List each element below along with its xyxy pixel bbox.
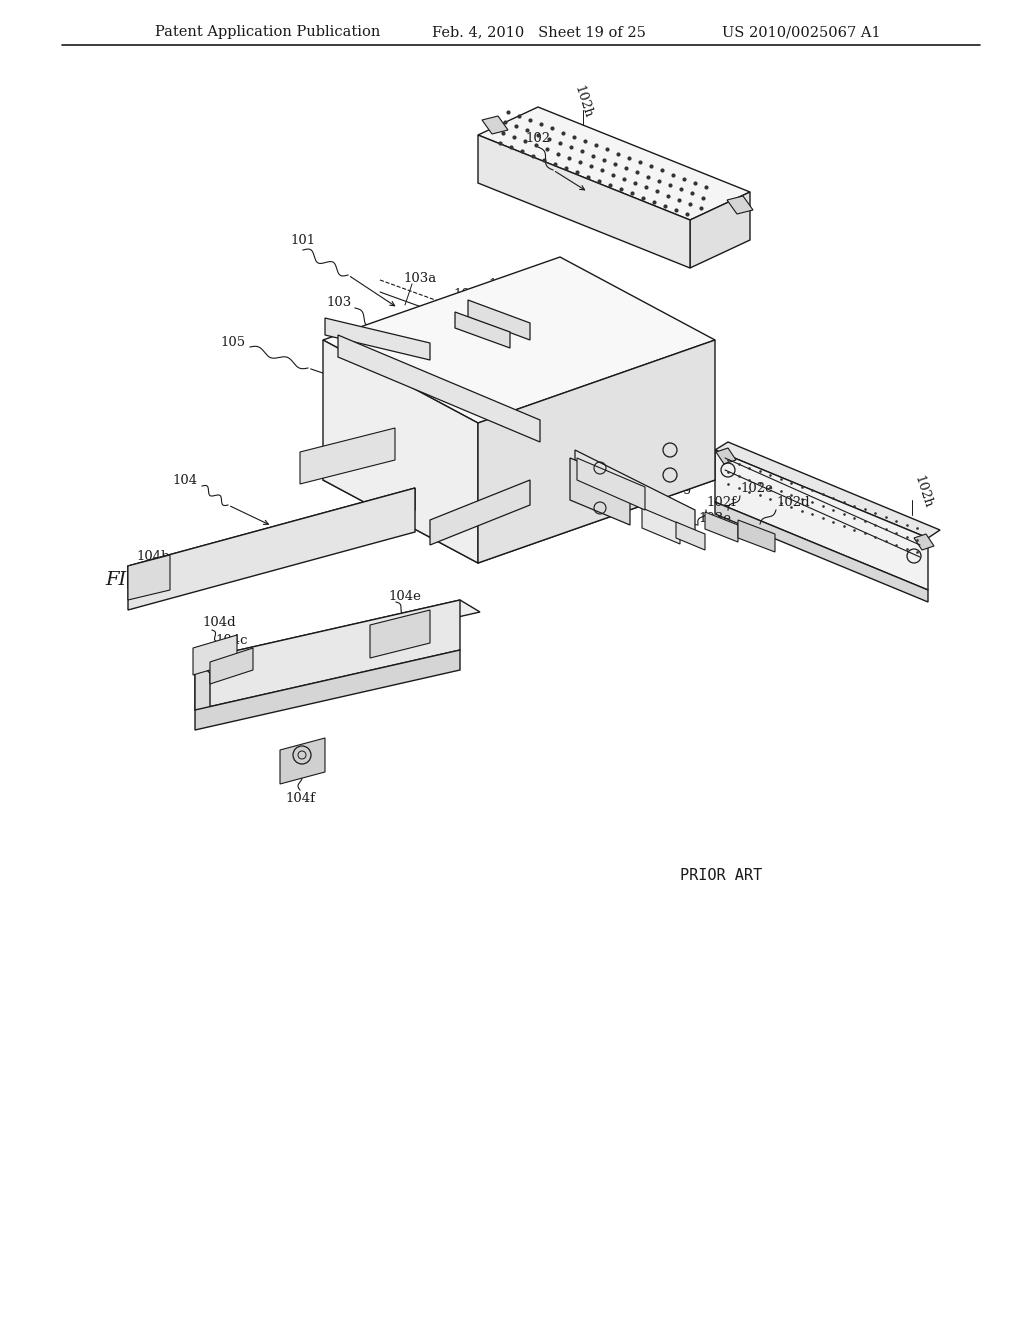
Polygon shape [715, 450, 928, 590]
Text: 103a: 103a [403, 272, 436, 285]
Polygon shape [715, 442, 940, 539]
Text: 102f: 102f [706, 495, 736, 508]
Polygon shape [715, 502, 928, 602]
Polygon shape [468, 300, 530, 341]
Polygon shape [195, 649, 460, 730]
Text: 104b: 104b [136, 549, 170, 562]
Polygon shape [430, 480, 530, 545]
Text: 104f: 104f [285, 792, 315, 804]
Polygon shape [325, 318, 430, 360]
Polygon shape [195, 660, 210, 723]
Polygon shape [323, 341, 478, 564]
Polygon shape [195, 601, 480, 672]
Polygon shape [690, 191, 750, 268]
Text: 104a: 104a [322, 418, 355, 432]
Polygon shape [128, 554, 170, 601]
Polygon shape [478, 135, 690, 268]
Text: 103e: 103e [698, 511, 731, 524]
Text: 105: 105 [221, 335, 246, 348]
Text: 103b: 103b [622, 436, 655, 449]
Text: PRIOR ART: PRIOR ART [680, 867, 762, 883]
Text: 102h: 102h [912, 474, 935, 510]
Polygon shape [455, 312, 510, 348]
Polygon shape [195, 601, 460, 710]
Text: 103: 103 [327, 296, 352, 309]
Polygon shape [280, 738, 325, 784]
Polygon shape [478, 341, 715, 564]
Text: 102b: 102b [488, 279, 521, 292]
Polygon shape [300, 428, 395, 484]
Polygon shape [128, 488, 415, 610]
Polygon shape [727, 195, 753, 214]
Text: 102: 102 [525, 132, 551, 144]
Text: FIG. 19: FIG. 19 [105, 572, 178, 589]
Polygon shape [705, 512, 738, 543]
Text: 102h: 102h [571, 84, 594, 120]
Text: Feb. 4, 2010   Sheet 19 of 25: Feb. 4, 2010 Sheet 19 of 25 [432, 25, 646, 40]
Polygon shape [738, 520, 775, 552]
Text: 103b: 103b [449, 351, 481, 364]
Polygon shape [338, 335, 540, 442]
Text: 102g: 102g [658, 482, 691, 495]
Polygon shape [577, 458, 645, 510]
Text: 103e: 103e [453, 289, 486, 301]
Polygon shape [210, 648, 253, 684]
Text: 102d: 102d [776, 495, 810, 508]
Polygon shape [575, 450, 695, 535]
Text: 103f: 103f [456, 539, 486, 552]
Polygon shape [128, 488, 415, 587]
Polygon shape [323, 257, 715, 422]
Polygon shape [478, 107, 750, 220]
Text: 104d: 104d [202, 616, 236, 630]
Polygon shape [716, 447, 736, 465]
Text: 104c: 104c [215, 634, 248, 647]
Polygon shape [370, 610, 430, 657]
Text: 101: 101 [291, 234, 315, 247]
Polygon shape [676, 521, 705, 550]
Polygon shape [570, 458, 630, 525]
Polygon shape [193, 635, 237, 675]
Text: US 2010/0025067 A1: US 2010/0025067 A1 [722, 25, 881, 40]
Text: 104e: 104e [388, 590, 421, 602]
Polygon shape [482, 116, 508, 135]
Text: 104: 104 [173, 474, 198, 487]
Polygon shape [642, 508, 680, 544]
Text: Patent Application Publication: Patent Application Publication [155, 25, 380, 40]
Text: 102e: 102e [740, 482, 773, 495]
Polygon shape [914, 535, 934, 550]
